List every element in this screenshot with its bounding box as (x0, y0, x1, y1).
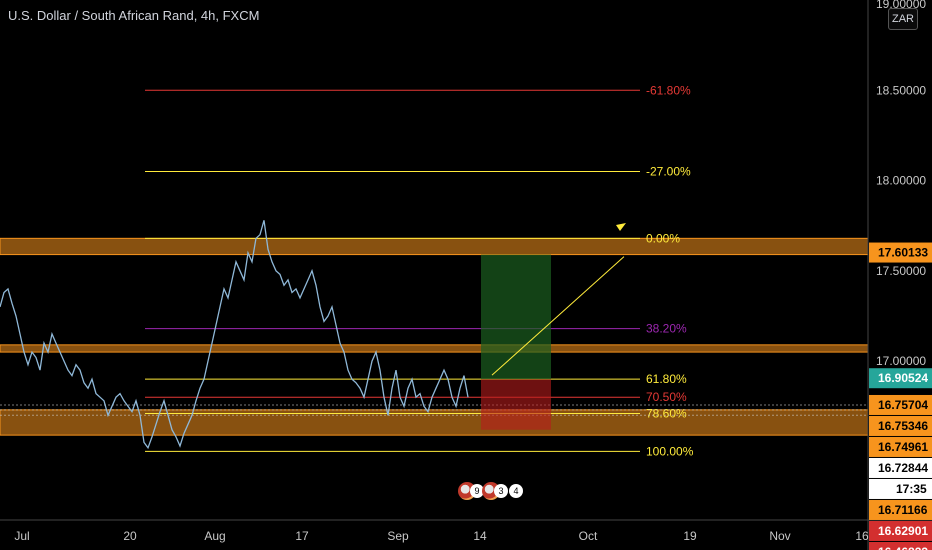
x-tick-label: 16 (855, 529, 869, 543)
price-tag-label: 16.62901 (878, 524, 928, 538)
y-tick-label: 19.00000 (876, 0, 926, 11)
zone-rect (0, 237, 869, 256)
price-tag-label: 16.71166 (878, 503, 928, 517)
price-tag (869, 394, 932, 415)
price-tag (869, 368, 932, 389)
price-tag-label: 17:35 (896, 482, 927, 496)
fib-label: 61.80% (646, 372, 687, 386)
fib-label: -61.80% (646, 83, 691, 97)
price-tag (869, 478, 932, 499)
support-resistance-zones (0, 237, 869, 436)
price-series (0, 220, 469, 450)
event-count: 3 (494, 484, 508, 498)
x-tick-label: 20 (123, 529, 137, 543)
stop-zone (481, 379, 551, 430)
x-tick-label: 19 (683, 529, 697, 543)
price-tag (869, 541, 932, 550)
price-tag-label: 16.75704 (878, 398, 928, 412)
price-tag (869, 415, 932, 436)
x-tick-label: Sep (387, 529, 409, 543)
y-tick-label: 18.50000 (876, 83, 926, 97)
x-tick-label: Oct (579, 529, 598, 543)
y-tick-label: 18.00000 (876, 174, 926, 188)
currency-button[interactable]: ZAR (888, 8, 918, 30)
projection-arrow (491, 256, 625, 376)
price-tag (869, 242, 932, 263)
price-tags: 17.60133 16.90524 16.75704 16.75346 16.74961… (869, 242, 932, 550)
chart-title: U.S. Dollar / South African Rand, 4h, FX… (8, 8, 260, 23)
economic-events[interactable]: 9 3 4 (458, 482, 523, 500)
fib-label: -27.00% (646, 165, 691, 179)
fib-label: 70.50% (646, 390, 687, 404)
arrow-head-icon (616, 223, 626, 231)
price-tag-label: 16.74961 (878, 440, 928, 454)
fib-label: 78.60% (646, 406, 687, 420)
price-tag (869, 457, 932, 478)
x-tick-label: Jul (14, 529, 29, 543)
x-tick-label: Nov (769, 529, 790, 543)
fib-label: 100.00% (646, 444, 694, 458)
zone-rect (0, 344, 869, 353)
fib-label: 38.20% (646, 322, 687, 336)
price-tag (869, 520, 932, 541)
y-tick-label: 17.00000 (876, 354, 926, 368)
x-tick-label: 17 (295, 529, 309, 543)
price-tag-label: 16.46823 (878, 545, 928, 550)
target-zone (481, 254, 551, 380)
price-tag (869, 499, 932, 520)
price-tag-label: 16.90524 (878, 371, 928, 385)
price-tag-label: 17.60133 (878, 246, 928, 260)
fib-label: 0.00% (646, 231, 680, 245)
price-tag-label: 16.72844 (878, 461, 928, 475)
x-tick-label: Aug (204, 529, 225, 543)
price-tag-label: 16.75346 (878, 419, 928, 433)
event-count: 9 (470, 484, 484, 498)
price-tag (869, 436, 932, 457)
x-tick-label: 14 (473, 529, 487, 543)
fibonacci-levels: -61.80% -27.00% 0.00% 38.20% 61.80% 70.50% 78.… (0, 83, 868, 458)
price-line (0, 220, 469, 450)
event-count: 4 (509, 484, 523, 498)
y-tick-label: 17.50000 (876, 264, 926, 278)
long-position-tool[interactable] (481, 223, 626, 430)
